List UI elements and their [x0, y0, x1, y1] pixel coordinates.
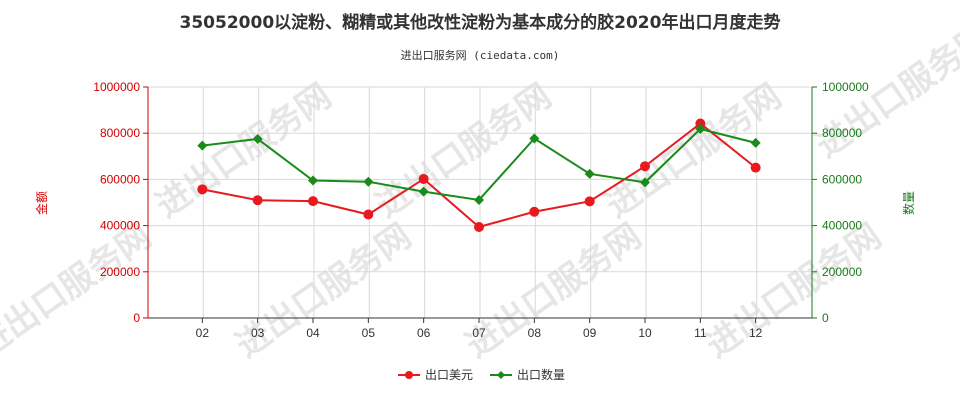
x-tick-label: 12	[749, 326, 763, 340]
data-point	[418, 173, 429, 184]
x-tick-label: 04	[306, 326, 320, 340]
data-point	[197, 184, 208, 195]
x-tick-label: 06	[417, 326, 431, 340]
x-tick-label: 02	[196, 326, 210, 340]
data-point	[750, 162, 761, 173]
legend: 出口美元 出口数量	[398, 367, 565, 382]
data-point	[474, 194, 484, 205]
right-tick-label: 0	[822, 311, 829, 325]
watermark-text: 进出口服务网	[369, 76, 559, 226]
watermark-text: 进出口服务网	[229, 216, 419, 366]
data-point	[640, 161, 650, 172]
legend-label: 出口美元	[425, 368, 473, 382]
right-tick-label: 800000	[822, 126, 862, 140]
right-axis-title: 数量	[901, 191, 916, 215]
legend-label: 出口数量	[517, 367, 565, 382]
left-axis-title: 金额	[34, 191, 49, 215]
data-point	[308, 175, 318, 186]
watermark-text: 进出口服务网	[699, 216, 889, 366]
data-point	[529, 133, 540, 144]
series-group	[197, 118, 761, 232]
x-tick-label: 03	[251, 326, 265, 340]
data-point	[584, 196, 595, 207]
x-tick-label: 11	[694, 326, 707, 340]
data-point	[363, 209, 374, 220]
data-point	[695, 124, 706, 135]
left-tick-label: 1000000	[93, 80, 140, 94]
watermark-text: 进出口服务网	[599, 76, 789, 226]
watermark-text: 进出口服务网	[0, 216, 159, 366]
tick-labels: 0 0 200000 200000 400000 400000 600000 600000 80…	[34, 80, 916, 340]
chart-subtitle: 进出口服务网 (ciedata.com)	[400, 49, 560, 62]
watermark-text: 进出口服务网	[459, 216, 649, 366]
data-point	[252, 195, 263, 206]
axes	[147, 87, 813, 319]
left-tick-label: 800000	[100, 126, 140, 140]
right-tick-label: 200000	[822, 265, 862, 279]
x-tick-label: 10	[638, 326, 652, 340]
data-point	[640, 177, 650, 188]
data-point	[197, 140, 208, 151]
data-point	[363, 176, 374, 187]
right-tick-label: 600000	[822, 172, 862, 186]
data-point	[308, 196, 318, 207]
x-tick-label: 05	[362, 326, 376, 340]
right-tick-label: 1000000	[822, 80, 869, 94]
data-point	[695, 118, 706, 129]
data-point	[584, 168, 595, 179]
right-tick-label: 400000	[822, 219, 862, 233]
x-tick-label: 07	[472, 326, 486, 340]
data-point	[252, 133, 263, 144]
legend-swatch-marker	[497, 371, 505, 379]
chart-title: 35052000以淀粉、糊精或其他改性淀粉为基本成分的胶2020年出口月度走势	[179, 13, 781, 33]
left-tick-label: 0	[133, 311, 140, 325]
x-tick-label: 08	[528, 326, 542, 340]
left-tick-label: 200000	[100, 265, 140, 279]
left-tick-label: 400000	[100, 219, 140, 233]
data-point	[750, 137, 761, 148]
data-point	[529, 206, 540, 217]
data-point	[474, 221, 484, 232]
x-tick-label: 09	[583, 326, 597, 340]
legend-swatch-marker	[405, 371, 413, 379]
data-point	[418, 186, 429, 197]
left-tick-label: 600000	[100, 172, 140, 186]
grid-lines	[147, 86, 813, 319]
